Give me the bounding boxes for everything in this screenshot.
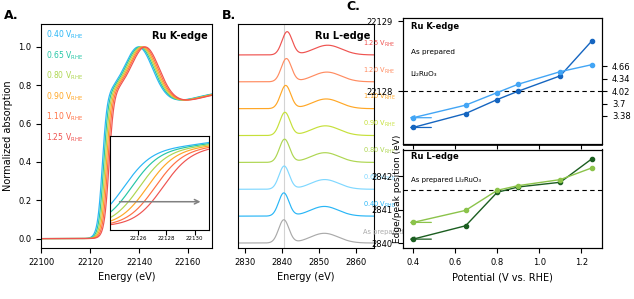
Text: Ru L-edge: Ru L-edge xyxy=(411,152,458,161)
X-axis label: Energy (eV): Energy (eV) xyxy=(277,272,335,283)
Text: 0.90 V$_{\mathrm{RHE}}$: 0.90 V$_{\mathrm{RHE}}$ xyxy=(363,119,396,129)
Text: 0.40 V$_{\mathrm{RHE}}$: 0.40 V$_{\mathrm{RHE}}$ xyxy=(363,200,396,210)
Text: Ru K-edge: Ru K-edge xyxy=(411,22,459,31)
Text: Edge/peak position (eV): Edge/peak position (eV) xyxy=(393,134,402,242)
Text: 1.10 V$_{\mathrm{RHE}}$: 1.10 V$_{\mathrm{RHE}}$ xyxy=(46,111,84,123)
Text: A.: A. xyxy=(4,10,18,22)
Text: As prepared Li₂RuO₃: As prepared Li₂RuO₃ xyxy=(411,177,481,183)
Text: 0.80 V$_{\mathrm{RHE}}$: 0.80 V$_{\mathrm{RHE}}$ xyxy=(363,146,396,156)
Text: 0.90 V$_{\mathrm{RHE}}$: 0.90 V$_{\mathrm{RHE}}$ xyxy=(46,90,84,103)
Text: Ru L-edge: Ru L-edge xyxy=(314,31,370,41)
Y-axis label: Ru oxidation state: Ru oxidation state xyxy=(633,39,634,122)
Text: As prepared: As prepared xyxy=(363,229,403,235)
Text: 1.10 V$_{\mathrm{RHE}}$: 1.10 V$_{\mathrm{RHE}}$ xyxy=(363,92,396,102)
Text: 1.25 V$_{\mathrm{RHE}}$: 1.25 V$_{\mathrm{RHE}}$ xyxy=(46,132,84,144)
Text: 1.20 V$_{\mathrm{RHE}}$: 1.20 V$_{\mathrm{RHE}}$ xyxy=(363,65,396,76)
Text: 0.40 V$_{\mathrm{RHE}}$: 0.40 V$_{\mathrm{RHE}}$ xyxy=(46,28,84,41)
Text: Ru K-edge: Ru K-edge xyxy=(152,31,207,41)
Text: 0.80 V$_{\mathrm{RHE}}$: 0.80 V$_{\mathrm{RHE}}$ xyxy=(46,70,84,82)
Text: 0.65 V$_{\mathrm{RHE}}$: 0.65 V$_{\mathrm{RHE}}$ xyxy=(363,173,396,183)
Text: 0.65 V$_{\mathrm{RHE}}$: 0.65 V$_{\mathrm{RHE}}$ xyxy=(46,49,84,62)
Text: As prepared: As prepared xyxy=(411,49,455,55)
X-axis label: Potential (V vs. RHE): Potential (V vs. RHE) xyxy=(452,272,553,283)
Text: C.: C. xyxy=(347,0,361,13)
Text: 1.25 V$_{\mathrm{RHE}}$: 1.25 V$_{\mathrm{RHE}}$ xyxy=(363,39,396,49)
Text: B.: B. xyxy=(221,10,236,22)
Text: Li₂RuO₃: Li₂RuO₃ xyxy=(411,71,437,77)
Y-axis label: Normalized absorption: Normalized absorption xyxy=(3,81,13,191)
X-axis label: Energy (eV): Energy (eV) xyxy=(98,272,155,283)
